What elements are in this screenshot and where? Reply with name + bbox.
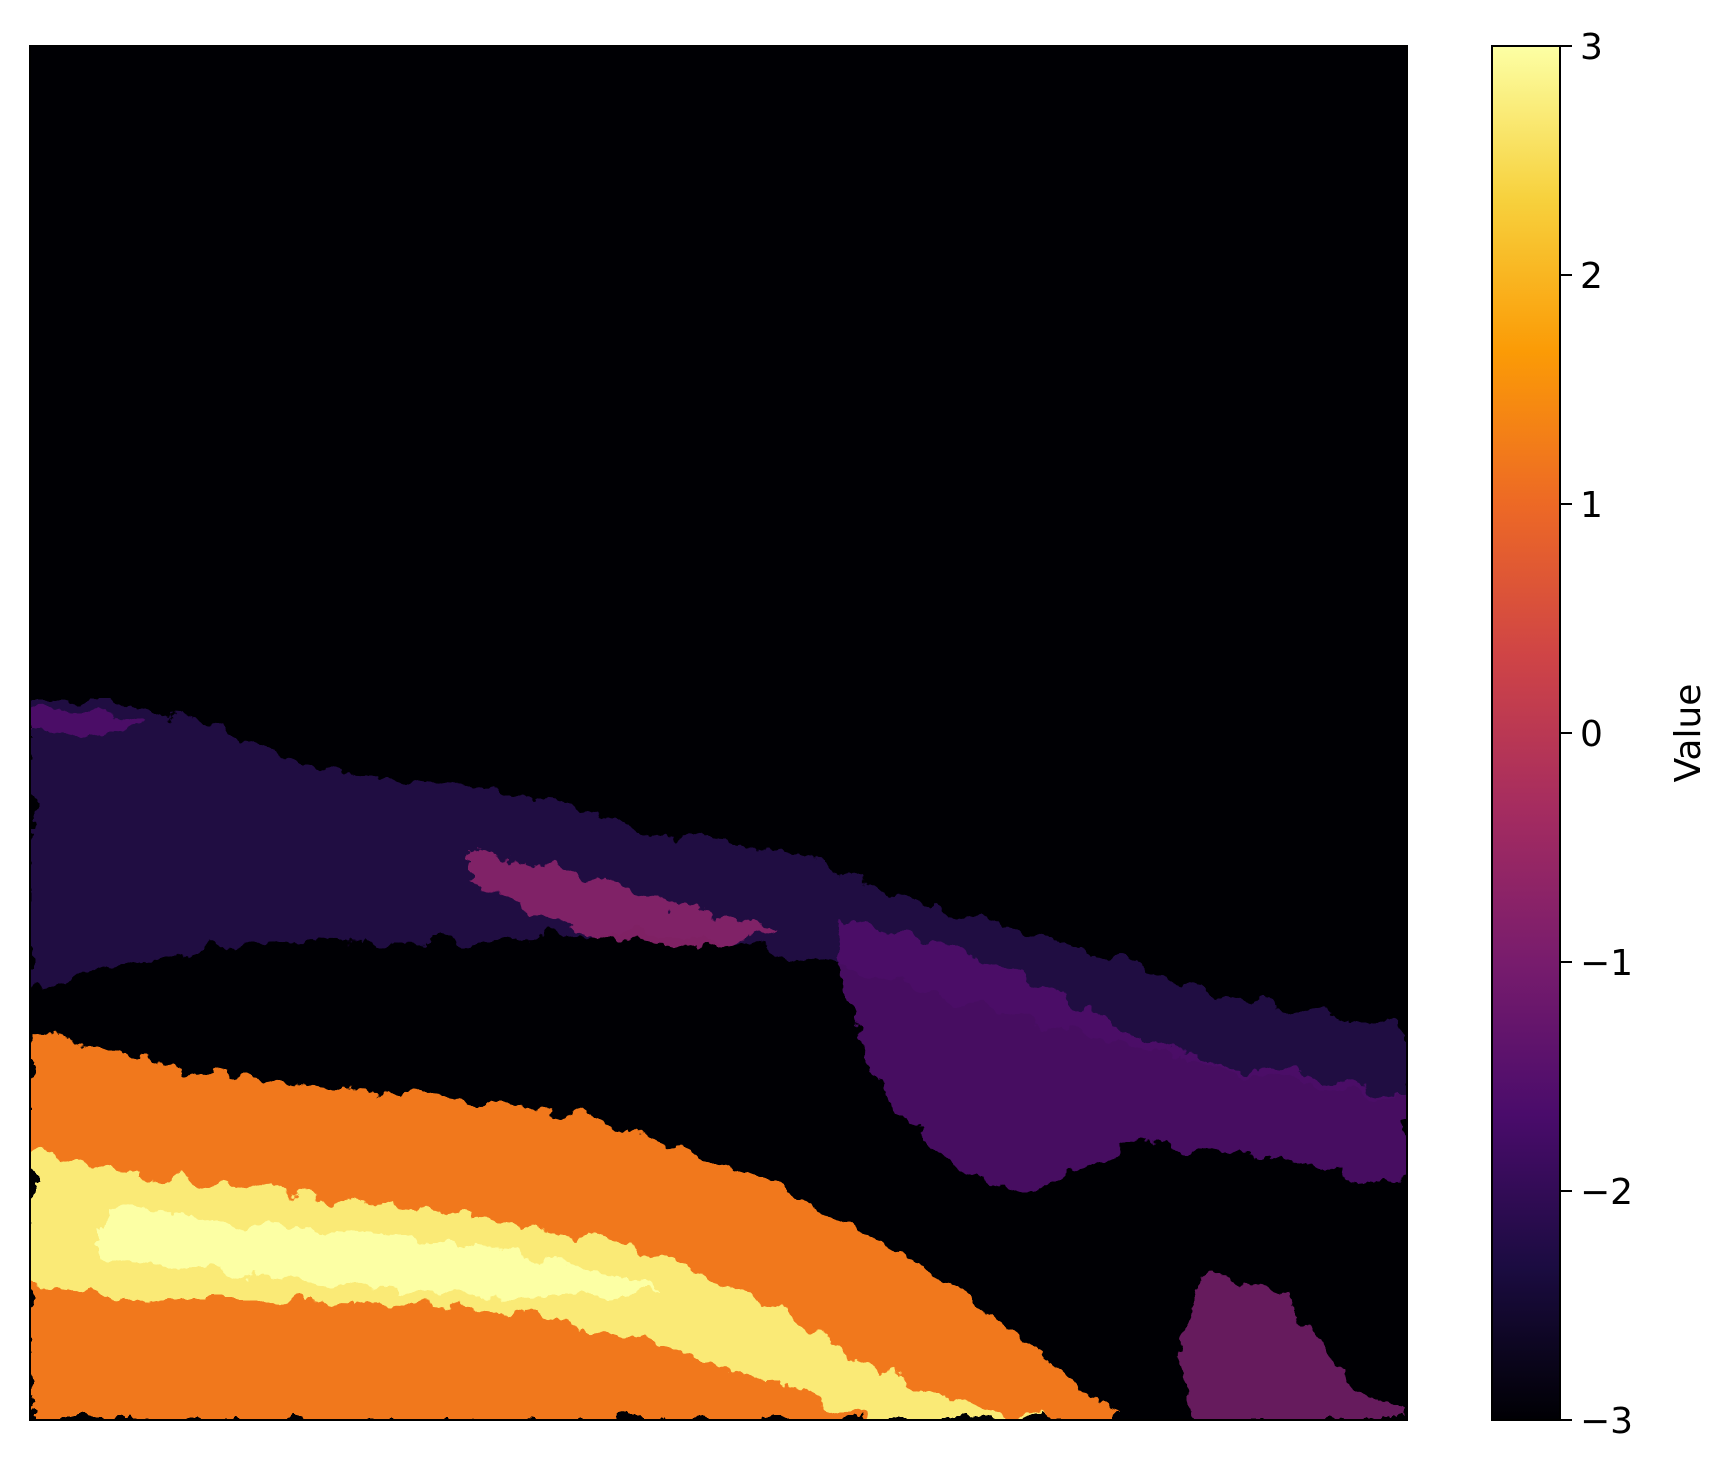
heatmap-image	[30, 46, 1407, 1420]
colorbar-tick-label: 1	[1580, 485, 1603, 526]
colorbar-tick-label: 2	[1580, 256, 1603, 297]
colorbar-gradient	[1492, 46, 1560, 1420]
colorbar-tick-label: −3	[1580, 1401, 1633, 1442]
colorbar: 3 2 1 0 −1 −2 −3 Value	[1491, 27, 1709, 1442]
colorbar-tick-label: 0	[1580, 714, 1603, 755]
colorbar-tick-label: 3	[1580, 27, 1603, 68]
terrain-main-range	[100, 1210, 660, 1298]
terrain-main-range-flank	[30, 1030, 1120, 1420]
terrain-east-ridges	[837, 920, 1407, 1192]
terrain-central-ridge	[470, 850, 780, 946]
terrain-southeast-relief	[1184, 1277, 1407, 1420]
terrain-field	[30, 698, 1407, 1420]
colorbar-tick-label: −1	[1580, 943, 1633, 984]
colorbar-tick-label: −2	[1580, 1172, 1633, 1213]
plot-frame	[29, 45, 1408, 1421]
colorbar-ticks: 3 2 1 0 −1 −2 −3	[1560, 27, 1633, 1442]
colorbar-label: Value	[1668, 684, 1709, 783]
terrain-east-ridges	[30, 708, 150, 735]
